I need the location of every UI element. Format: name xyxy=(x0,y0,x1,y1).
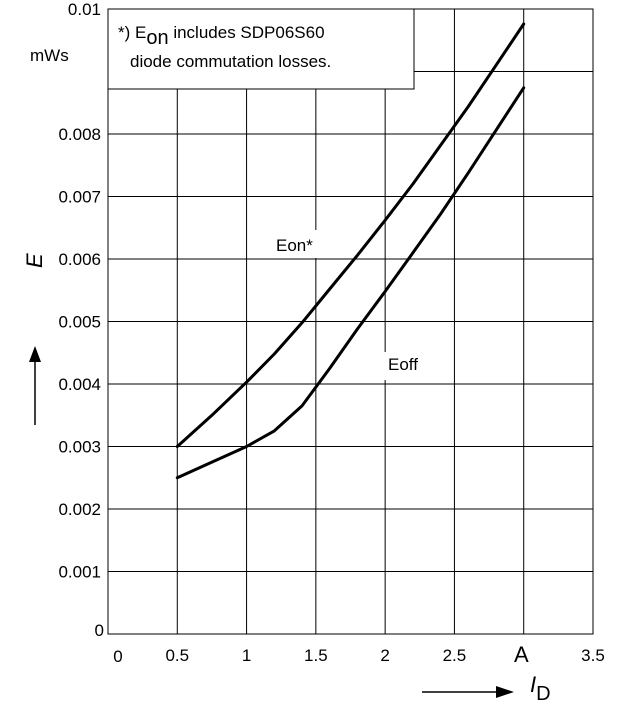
grid: 0 0.5 1 1.5 2 2.5 3.5 0 0.001 0.002 0.003 0.004 0.00… xyxy=(58,0,604,666)
series-label-eoff: Eoff xyxy=(388,355,418,374)
series-line-eon xyxy=(175,22,526,448)
x-axis-unit: A xyxy=(514,642,529,667)
x-tick-label: 3.5 xyxy=(581,646,605,665)
y-axis-title: E xyxy=(22,253,47,268)
x-tick-label: 1 xyxy=(242,646,251,665)
y-tick-label: 0.007 xyxy=(58,188,101,207)
annotation-line-1: *) Eon includes SDP06S60 xyxy=(118,23,325,49)
x-axis-title: ID xyxy=(530,672,551,704)
annotation-line-2: diode commutation losses. xyxy=(130,52,331,71)
x-axis-arrow xyxy=(422,686,514,698)
x-tick-label: 0.5 xyxy=(165,646,189,665)
curves xyxy=(175,22,526,480)
series-line-eoff xyxy=(175,86,526,480)
x-tick-label: 2.5 xyxy=(443,646,467,665)
y-tick-label: 0.004 xyxy=(58,375,101,394)
y-axis-unit: mWs xyxy=(30,46,69,65)
series-label-eon: Eon* xyxy=(276,236,313,255)
annotation-box: *) Eon includes SDP06S60 diode commutati… xyxy=(107,8,415,90)
y-tick-label: 0.006 xyxy=(58,250,101,269)
y-tick-label: 0.003 xyxy=(58,438,101,457)
y-tick-label: 0 xyxy=(95,621,104,640)
x-tick-label: 1.5 xyxy=(304,646,328,665)
y-tick-label: 0.01 xyxy=(68,0,101,19)
x-tick-label: 2 xyxy=(380,646,389,665)
y-tick-label: 0.005 xyxy=(58,313,101,332)
x-tick-label: 0 xyxy=(113,647,122,666)
y-tick-label: 0.008 xyxy=(58,125,101,144)
y-axis-arrow xyxy=(29,346,41,425)
y-tick-label: 0.001 xyxy=(58,563,101,582)
y-tick-label: 0.002 xyxy=(58,500,101,519)
